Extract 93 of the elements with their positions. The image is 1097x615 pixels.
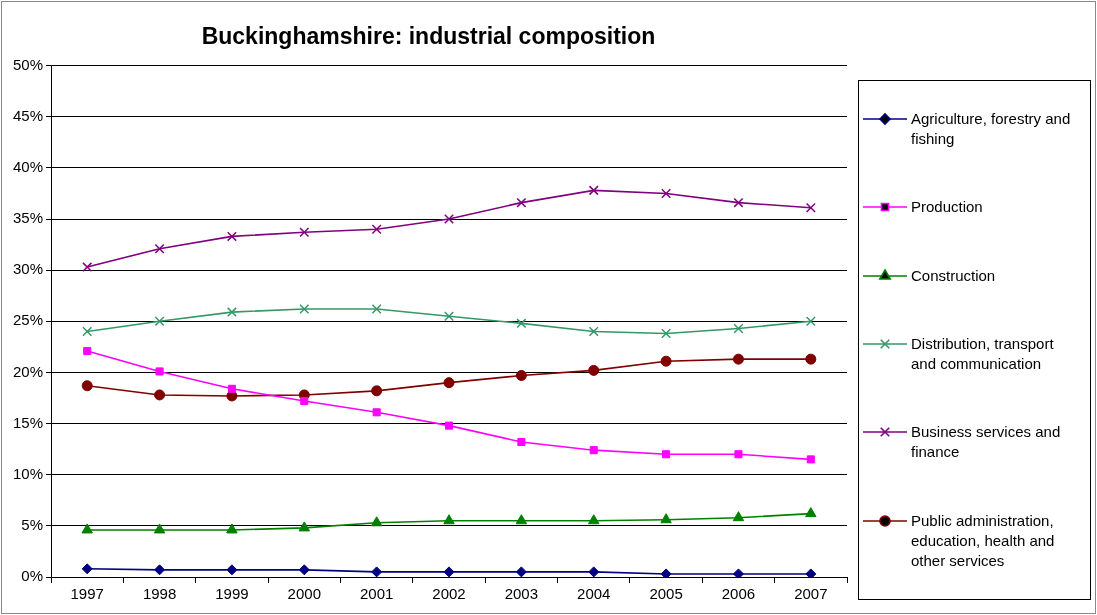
chart-title: Buckinghamshire: industrial composition: [201, 23, 656, 50]
point: [81, 523, 93, 534]
point: [298, 521, 310, 532]
point: [805, 353, 817, 365]
point: [589, 446, 598, 455]
point: [299, 227, 310, 238]
point: [662, 450, 671, 459]
point: [661, 328, 672, 339]
point: [227, 384, 236, 393]
point: [83, 346, 92, 355]
point: [153, 523, 166, 534]
y-tick-label: 20%: [12, 362, 44, 380]
point: [515, 370, 527, 382]
point: [226, 523, 238, 534]
legend-label: Business services and finance: [911, 422, 1062, 463]
x-tick-label: 1999: [215, 585, 249, 603]
y-tick-label: 45%: [12, 106, 44, 124]
point: [805, 202, 816, 213]
point: [588, 566, 600, 577]
point: [805, 316, 816, 327]
point: [588, 185, 599, 196]
point: [516, 318, 527, 329]
point: [82, 326, 93, 337]
y-tick-label: 25%: [12, 311, 44, 329]
y-tick-label: 15%: [12, 413, 44, 431]
point: [226, 231, 237, 242]
x-tick-label: 2007: [794, 585, 828, 603]
point: [226, 564, 238, 576]
legend-label: Production: [911, 197, 984, 218]
x-tick-label: 1997: [70, 585, 104, 603]
y-tick-label: 40%: [12, 158, 44, 176]
point: [372, 408, 381, 417]
point: [588, 326, 599, 337]
point: [732, 511, 745, 522]
point: [805, 507, 817, 518]
y-tick-label: 30%: [12, 260, 44, 278]
x-tick-label: 1998: [142, 585, 177, 603]
point: [371, 566, 383, 577]
point: [733, 197, 744, 208]
point: [370, 516, 383, 527]
x-tick-label: 2006: [721, 585, 756, 603]
point: [444, 214, 454, 225]
point: [154, 243, 165, 254]
point: [154, 316, 165, 327]
point: [516, 197, 527, 208]
y-tick-label: 10%: [12, 464, 44, 482]
point: [444, 421, 454, 430]
point: [226, 307, 237, 318]
x-tick-label: 2003: [504, 585, 539, 603]
legend-label: Distribution, transport and communication: [911, 334, 1055, 375]
point: [371, 224, 382, 235]
point: [154, 389, 166, 401]
point: [517, 437, 526, 447]
point: [732, 353, 744, 365]
point: [515, 514, 528, 525]
y-tick-label: 5%: [21, 516, 44, 533]
x-tick-label: 2002: [432, 585, 466, 603]
y-tick-label: 35%: [12, 209, 44, 227]
point: [299, 304, 310, 315]
point: [515, 566, 527, 577]
point: [444, 311, 454, 322]
point: [443, 514, 455, 525]
x-tick-label: 2000: [287, 585, 321, 603]
point: [371, 385, 383, 397]
point: [443, 566, 455, 577]
point: [443, 377, 455, 389]
point: [733, 323, 744, 334]
x-tick-label: 2001: [359, 585, 394, 603]
point: [588, 514, 600, 525]
point: [300, 397, 309, 406]
point: [81, 563, 93, 575]
point: [732, 568, 744, 577]
point: [371, 304, 382, 315]
y-tick-label: 0%: [21, 567, 44, 585]
point: [805, 568, 817, 577]
x-tick-label: 2004: [577, 585, 611, 603]
point: [660, 355, 672, 367]
legend-label: Construction: [911, 265, 997, 286]
x-tick-label: 2005: [649, 585, 683, 603]
y-tick-label: 50%: [12, 55, 44, 73]
point: [806, 455, 815, 464]
point: [660, 568, 672, 577]
point: [155, 367, 164, 376]
point: [298, 564, 310, 576]
point: [734, 450, 743, 459]
point: [81, 380, 93, 392]
point: [660, 513, 672, 524]
point: [588, 364, 600, 376]
legend-label: Public administration, education, health and other services: [911, 510, 1056, 571]
point: [661, 188, 672, 199]
point: [82, 262, 93, 273]
legend-label: Agriculture, forestry and fishing: [911, 109, 1072, 150]
point: [154, 564, 166, 576]
